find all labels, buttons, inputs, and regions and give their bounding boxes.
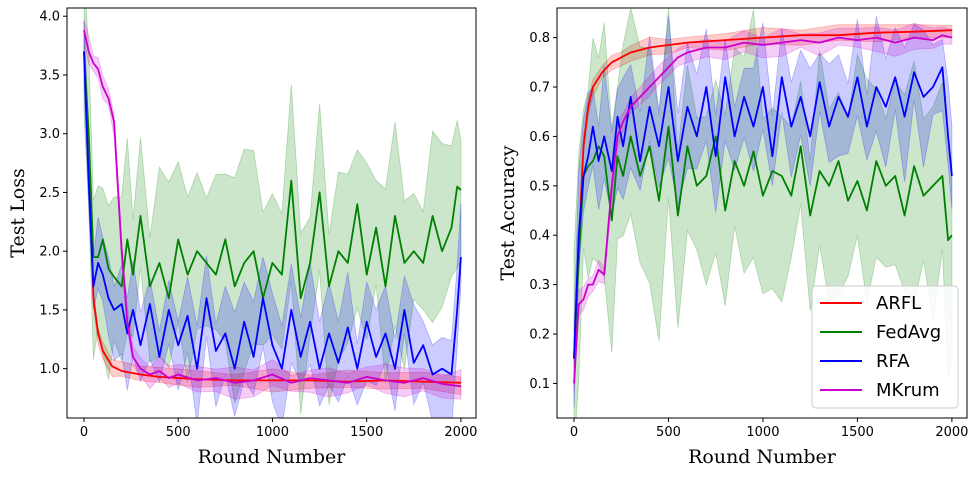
band-mkrum bbox=[83, 20, 462, 400]
series-line-fedavg bbox=[83, 51, 462, 300]
legend-label-fedavg: FedAvg bbox=[876, 322, 941, 343]
band-rfa bbox=[573, 15, 953, 408]
x-tick-label: 2000 bbox=[935, 425, 968, 440]
x-tick-label: 0 bbox=[80, 425, 88, 440]
y-tick-label: 0.3 bbox=[529, 278, 550, 293]
legend-label-mkrum: MKrum bbox=[876, 380, 940, 401]
chart-panel-2: 0 500 1000 1500 2000 0.1 0.2 0.3 0.4 0.5 0.6 0.7 0.8… bbox=[497, 7, 968, 468]
y-tick-label: 3.0 bbox=[39, 127, 60, 142]
y-tick-label: 0.8 bbox=[529, 31, 550, 46]
x-tick-label: 1500 bbox=[841, 425, 874, 440]
x-tick-label: 1500 bbox=[350, 425, 383, 440]
y-axis-label: Test Loss bbox=[7, 168, 29, 257]
y-tick-label: 2.0 bbox=[39, 245, 60, 260]
x-tick-label: 2000 bbox=[444, 425, 477, 440]
legend: ARFL FedAvg RFA MKrum bbox=[811, 285, 959, 409]
y-tick-label: 1.0 bbox=[39, 362, 60, 377]
series-line-arfl bbox=[573, 29, 952, 359]
band-arfl bbox=[83, 43, 462, 396]
y-tick-label: 3.5 bbox=[39, 68, 60, 83]
y-tick-label: 1.5 bbox=[39, 303, 60, 318]
plot-frame bbox=[66, 7, 477, 419]
legend-label-arfl: ARFL bbox=[876, 293, 921, 314]
y-tick-label: 0.4 bbox=[529, 229, 550, 244]
y-tick-label: 0.5 bbox=[529, 179, 550, 194]
plot-area bbox=[83, 8, 462, 418]
y-tick-label: 0.7 bbox=[529, 81, 550, 96]
y-tick-label: 0.1 bbox=[529, 377, 550, 392]
plot-frame bbox=[556, 7, 968, 419]
series-line-rfa bbox=[573, 66, 953, 359]
series-line-mkrum bbox=[573, 34, 953, 384]
legend-label-rfa: RFA bbox=[876, 351, 910, 372]
series-line-mkrum bbox=[83, 30, 462, 388]
series-line-rfa bbox=[83, 51, 462, 376]
series-line-fedavg bbox=[573, 125, 953, 359]
y-tick-label: 4.0 bbox=[39, 10, 60, 25]
x-tick-label: 0 bbox=[570, 425, 578, 440]
y-tick-label: 2.5 bbox=[39, 186, 60, 201]
legend-box bbox=[811, 285, 959, 409]
x-tick-label: 1000 bbox=[746, 425, 779, 440]
y-tick-label: 0.6 bbox=[529, 130, 550, 145]
x-tick-label: 1000 bbox=[256, 425, 289, 440]
series-line-arfl bbox=[83, 51, 461, 384]
chart-panel-1: 0 500 1000 1500 2000 1.0 1.5 2.0 2.5 3.0 3.5 4.0 Rou… bbox=[7, 7, 477, 468]
x-axis-label: Round Number bbox=[688, 446, 837, 468]
x-tick-label: 500 bbox=[166, 425, 191, 440]
plot-area bbox=[573, 8, 953, 418]
x-tick-label: 500 bbox=[656, 425, 681, 440]
y-axis-label: Test Accuracy bbox=[497, 145, 519, 280]
y-tick-label: 0.2 bbox=[529, 328, 550, 343]
x-axis-label: Round Number bbox=[198, 446, 347, 468]
